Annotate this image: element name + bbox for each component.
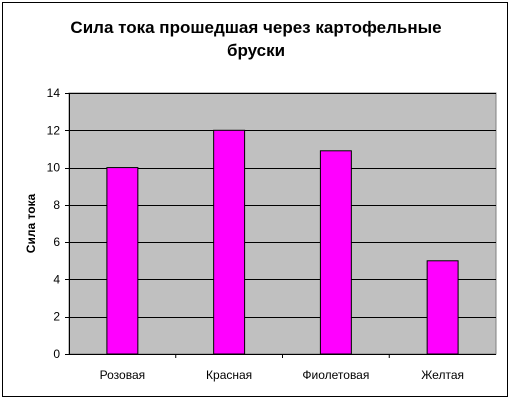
bar-3: [319, 150, 352, 355]
chart-title-line-2: бруски: [226, 41, 286, 60]
x-tick-label: Фиолетовая: [302, 368, 369, 382]
y-tick-label: 0: [53, 347, 60, 361]
y-tick-label: 12: [47, 123, 61, 137]
bar-2: [213, 129, 246, 355]
chart-title-line-1: Сила тока прошедшая через картофельные: [70, 18, 442, 37]
y-tick-label: 14: [47, 86, 61, 100]
y-tick-label: 4: [53, 272, 60, 286]
y-tick-label: 8: [53, 198, 60, 212]
bar-1: [106, 167, 139, 355]
x-tick-labels: Розовая Красная Фиолетовая Желтая: [100, 354, 464, 382]
x-tick-label: Желтая: [421, 368, 464, 382]
y-tick-label: 10: [47, 161, 61, 175]
y-tick-labels: 0 2 4 6 8 10 12 14: [47, 86, 69, 361]
y-tick-label: 2: [53, 310, 60, 324]
x-tick-label: Красная: [206, 368, 252, 382]
x-tick-label: Розовая: [100, 368, 145, 382]
bar-4: [426, 260, 459, 355]
y-tick-label: 6: [53, 235, 60, 249]
y-axis-label: Сила тока: [24, 193, 38, 253]
gridlines: [69, 93, 496, 318]
bars: [106, 129, 459, 355]
chart-title: Сила тока прошедшая через картофельные б…: [0, 16, 512, 62]
plot-area: [68, 92, 497, 355]
